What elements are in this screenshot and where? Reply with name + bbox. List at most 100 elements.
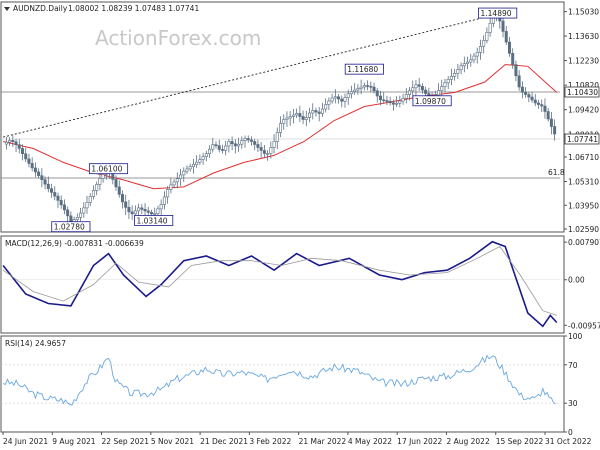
price-annotation: 1.09870 xyxy=(412,95,452,107)
price-ytick-label: 1.13630 xyxy=(568,32,599,41)
candle-body xyxy=(169,184,173,190)
candle xyxy=(466,56,470,69)
candle-body xyxy=(517,75,521,88)
xtick-label: 21 Dec 2021 xyxy=(200,437,248,446)
candle xyxy=(233,139,237,154)
price-ytick-label: 1.02590 xyxy=(568,225,599,234)
candle-body xyxy=(443,82,447,87)
candle-body xyxy=(249,139,253,142)
candle-body xyxy=(520,86,524,93)
candle xyxy=(553,119,557,141)
symbol-label: AUDNZD.Daily xyxy=(13,4,68,13)
candle xyxy=(162,191,166,210)
macd-title: MACD(12,26,9) -0.007831 -0.006639 xyxy=(5,239,144,248)
candle-body xyxy=(340,98,344,102)
candle-body xyxy=(33,167,37,173)
candle-body xyxy=(40,175,44,180)
price-ytick-label: 1.09420 xyxy=(568,106,599,115)
candle xyxy=(298,105,302,123)
candle-body xyxy=(324,104,328,110)
candle-body xyxy=(220,149,224,151)
candle xyxy=(275,127,279,150)
annotation-label: 1.06100 xyxy=(91,165,122,174)
candle xyxy=(66,206,70,223)
candle xyxy=(130,205,134,220)
candle-body xyxy=(91,190,95,197)
candle xyxy=(472,53,476,64)
candle-body xyxy=(478,46,482,53)
candle xyxy=(220,144,224,154)
candle xyxy=(443,78,447,93)
candle xyxy=(4,137,8,150)
candle xyxy=(446,75,450,90)
candle-body xyxy=(437,90,441,96)
candle xyxy=(337,93,341,104)
candle xyxy=(504,25,508,45)
current-price-tag-box xyxy=(564,133,600,145)
candle xyxy=(95,181,99,196)
candle-body xyxy=(166,189,170,198)
candle xyxy=(88,193,92,207)
candle-body xyxy=(546,111,550,120)
candle-body xyxy=(391,102,395,105)
candle-body xyxy=(79,212,83,218)
candle-body xyxy=(208,148,212,155)
candle xyxy=(340,95,344,108)
candle-body xyxy=(501,20,505,32)
candle-body xyxy=(217,145,221,150)
candle-body xyxy=(304,117,308,120)
candle-body xyxy=(343,97,347,102)
price-layer: 61.8 1.14890 1.11680 1.09870 1.06100 1.02780 1… xyxy=(1,7,565,233)
candle xyxy=(50,183,54,198)
candle-body xyxy=(4,141,8,145)
rsi-ytick-label: 30 xyxy=(568,399,578,408)
candle xyxy=(330,93,334,104)
candle xyxy=(120,190,124,209)
candle xyxy=(398,95,402,108)
candle xyxy=(527,91,531,103)
xtick-label: 2 Aug 2022 xyxy=(446,437,489,446)
price-ytick-label: 1.15030 xyxy=(568,8,599,17)
candle xyxy=(62,199,66,215)
candle xyxy=(282,114,286,130)
price-ytick-label: 1.03950 xyxy=(568,201,599,210)
candle xyxy=(137,203,141,216)
candle xyxy=(511,48,515,69)
candle-body xyxy=(378,95,382,101)
rsi-line xyxy=(2,354,556,406)
candle-body xyxy=(359,86,363,89)
candle-body xyxy=(143,209,147,212)
collapse-triangle-icon xyxy=(4,7,10,11)
candle-body xyxy=(285,117,289,120)
price-annotation: 1.14890 xyxy=(478,7,518,19)
candle-body xyxy=(543,105,547,112)
candle-body xyxy=(549,118,553,127)
candle xyxy=(191,159,195,174)
price-panel-title: AUDNZD.Daily 1.08002 1.08239 1.07483 1.0… xyxy=(4,4,199,13)
candle-body xyxy=(275,132,279,142)
candle xyxy=(98,172,102,191)
candle-body xyxy=(469,59,473,63)
candle xyxy=(127,199,131,220)
candle-body xyxy=(101,174,105,179)
price-ytick-label: 1.06710 xyxy=(568,153,599,162)
candle xyxy=(346,89,350,105)
candle xyxy=(317,106,321,122)
candle xyxy=(53,186,57,201)
candle xyxy=(117,180,121,198)
level-price-tag: 1.10430 xyxy=(564,86,600,98)
candle-body xyxy=(330,97,334,102)
annotation-label: 1.11680 xyxy=(347,65,378,74)
candle xyxy=(230,136,234,151)
candle xyxy=(30,157,34,172)
ohlc-values: 1.08002 1.08239 1.07483 1.07741 xyxy=(68,4,199,13)
candle xyxy=(417,77,421,92)
candle-body xyxy=(246,138,250,141)
axes-layer: 1.150301.136301.122301.108201.094201.080… xyxy=(2,8,600,446)
candle xyxy=(420,83,424,94)
candle xyxy=(375,87,379,103)
candle-body xyxy=(185,168,189,172)
candle-body xyxy=(314,110,318,113)
candle-body xyxy=(349,91,353,95)
candle xyxy=(378,91,382,106)
